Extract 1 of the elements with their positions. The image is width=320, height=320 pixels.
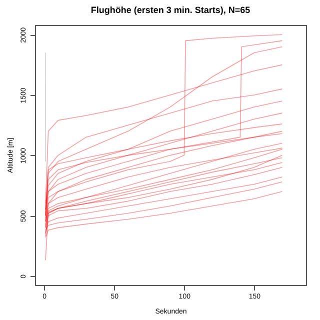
chart-title: Flughöhe (ersten 3 min. Starts), N=65 bbox=[90, 5, 250, 15]
